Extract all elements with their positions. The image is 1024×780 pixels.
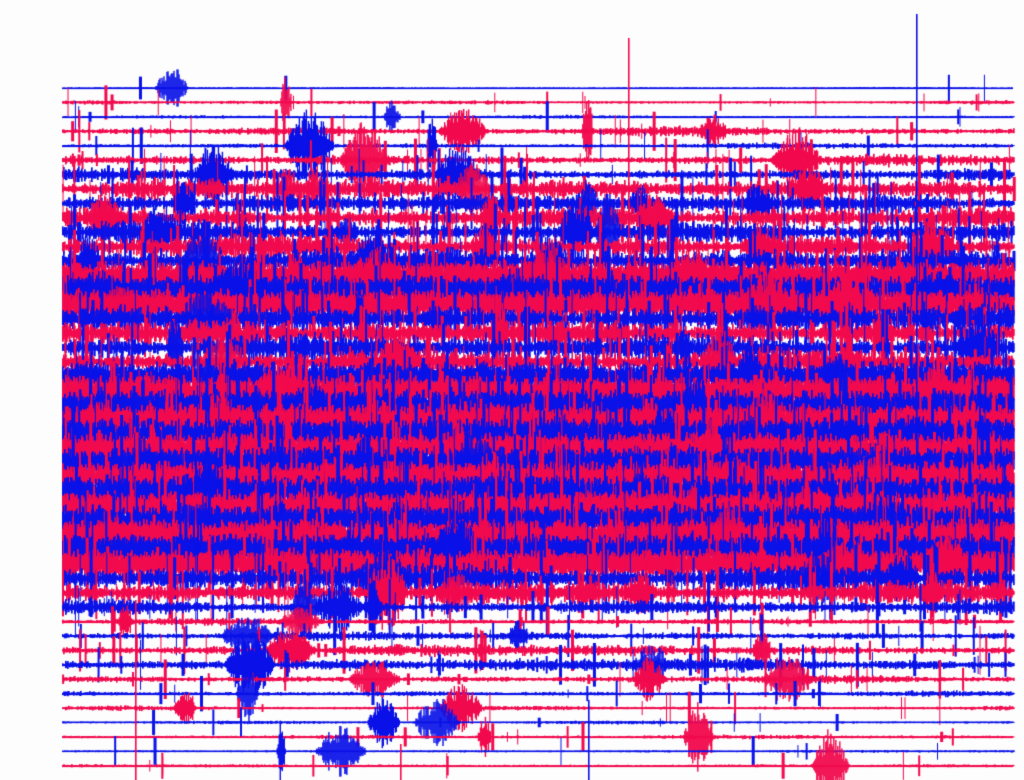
seismogram-page: HT Karyes, Athos Mt. Applied filter: WWS… — [0, 0, 1024, 780]
seismogram-trace-canvas — [0, 0, 1024, 780]
